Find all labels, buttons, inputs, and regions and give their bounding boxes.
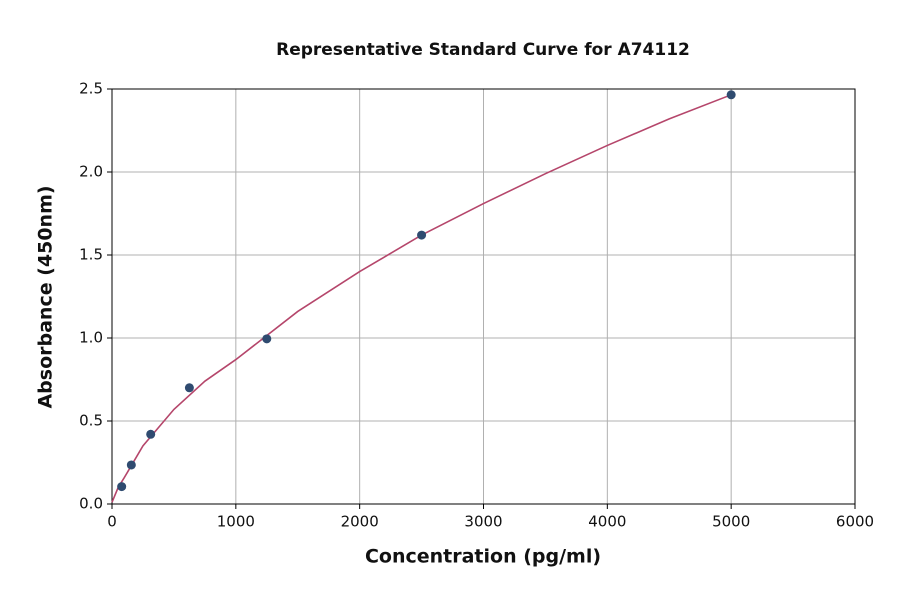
y-tick-label: 2.0 <box>79 163 103 181</box>
plot-frame <box>111 88 856 505</box>
y-tick-label: 1.0 <box>79 329 103 347</box>
x-tick-label: 6000 <box>836 513 874 531</box>
data-point <box>184 383 194 393</box>
y-tick-label: 1.5 <box>79 246 103 264</box>
data-point <box>126 460 136 470</box>
chart-title: Representative Standard Curve for A74112 <box>276 40 690 60</box>
x-tick-label: 2000 <box>341 513 379 531</box>
fit-curve <box>111 94 732 503</box>
y-tick-label: 0.5 <box>79 412 103 430</box>
data-point <box>417 230 427 240</box>
data-point <box>726 90 736 100</box>
data-point <box>146 429 156 439</box>
x-axis-label: Concentration (pg/ml) <box>365 546 601 568</box>
x-tick-label: 3000 <box>464 513 502 531</box>
x-tick-label: 5000 <box>712 513 750 531</box>
x-tick-label: 0 <box>107 513 117 531</box>
x-tick-label: 1000 <box>217 513 255 531</box>
data-point <box>262 334 272 344</box>
y-axis-label: Absorbance (450nm) <box>35 185 57 408</box>
data-point <box>117 482 127 492</box>
y-tick-label: 0.0 <box>79 495 103 513</box>
x-tick-label: 4000 <box>588 513 626 531</box>
y-tick-label: 2.5 <box>79 80 103 98</box>
